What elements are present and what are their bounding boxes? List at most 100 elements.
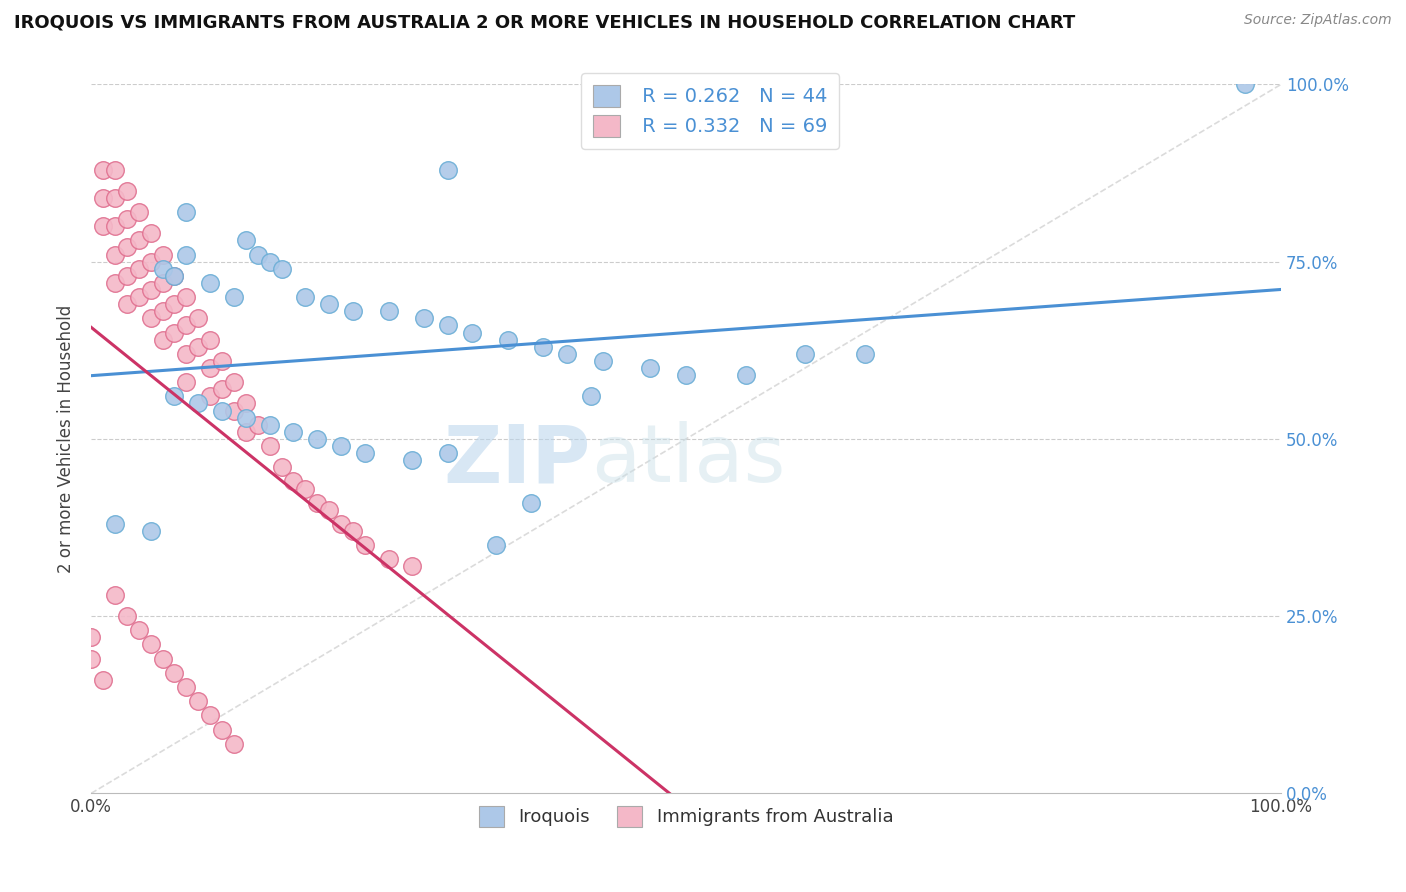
Text: ZIP: ZIP xyxy=(444,421,591,500)
Point xyxy=(579,389,602,403)
Point xyxy=(198,361,221,376)
Point xyxy=(235,234,257,248)
Point xyxy=(176,247,198,261)
Point xyxy=(853,347,876,361)
Point xyxy=(734,368,756,383)
Point xyxy=(187,694,209,708)
Point xyxy=(401,559,423,574)
Point xyxy=(115,268,138,283)
Point xyxy=(235,425,257,439)
Point xyxy=(437,318,460,333)
Point xyxy=(198,276,221,290)
Point xyxy=(139,283,162,297)
Point xyxy=(104,247,127,261)
Point xyxy=(437,162,460,177)
Point xyxy=(187,340,209,354)
Point xyxy=(104,588,127,602)
Point xyxy=(342,524,364,538)
Point xyxy=(163,268,186,283)
Point xyxy=(675,368,697,383)
Point xyxy=(307,496,329,510)
Point xyxy=(152,247,174,261)
Point xyxy=(270,460,292,475)
Point xyxy=(152,261,174,276)
Text: Source: ZipAtlas.com: Source: ZipAtlas.com xyxy=(1244,13,1392,28)
Point xyxy=(104,191,127,205)
Point xyxy=(139,524,162,538)
Point xyxy=(259,254,281,268)
Point xyxy=(139,638,162,652)
Point xyxy=(152,304,174,318)
Point xyxy=(152,333,174,347)
Point xyxy=(128,290,150,304)
Point xyxy=(176,680,198,694)
Point xyxy=(318,503,340,517)
Point xyxy=(531,340,554,354)
Point xyxy=(377,304,399,318)
Point xyxy=(496,333,519,347)
Point xyxy=(176,290,198,304)
Point xyxy=(1234,78,1257,92)
Point xyxy=(485,538,508,552)
Point xyxy=(413,311,436,326)
Point xyxy=(115,609,138,624)
Point xyxy=(128,261,150,276)
Text: IROQUOIS VS IMMIGRANTS FROM AUSTRALIA 2 OR MORE VEHICLES IN HOUSEHOLD CORRELATIO: IROQUOIS VS IMMIGRANTS FROM AUSTRALIA 2 … xyxy=(14,13,1076,31)
Point xyxy=(91,219,114,234)
Point xyxy=(176,205,198,219)
Point xyxy=(307,432,329,446)
Point xyxy=(294,482,316,496)
Point xyxy=(222,375,245,389)
Point xyxy=(139,227,162,241)
Point xyxy=(198,333,221,347)
Point xyxy=(176,347,198,361)
Point xyxy=(520,496,543,510)
Point xyxy=(211,403,233,417)
Point xyxy=(187,396,209,410)
Point xyxy=(198,708,221,723)
Point xyxy=(353,538,375,552)
Text: atlas: atlas xyxy=(591,421,785,500)
Point xyxy=(115,212,138,227)
Point xyxy=(104,219,127,234)
Point xyxy=(80,631,103,645)
Point xyxy=(461,326,484,340)
Point xyxy=(80,651,103,665)
Point xyxy=(198,389,221,403)
Point xyxy=(139,254,162,268)
Point xyxy=(377,552,399,566)
Point xyxy=(294,290,316,304)
Point xyxy=(163,389,186,403)
Point xyxy=(555,347,578,361)
Point xyxy=(91,162,114,177)
Point xyxy=(342,304,364,318)
Point xyxy=(152,651,174,665)
Point xyxy=(104,516,127,531)
Point xyxy=(246,417,269,432)
Point xyxy=(115,240,138,254)
Point xyxy=(270,261,292,276)
Point xyxy=(794,347,817,361)
Point xyxy=(330,439,353,453)
Point xyxy=(187,311,209,326)
Point xyxy=(163,326,186,340)
Point xyxy=(176,318,198,333)
Point xyxy=(104,162,127,177)
Point xyxy=(115,184,138,198)
Point xyxy=(222,403,245,417)
Point xyxy=(259,417,281,432)
Point xyxy=(211,354,233,368)
Point xyxy=(91,673,114,687)
Point xyxy=(283,425,305,439)
Point xyxy=(437,446,460,460)
Point xyxy=(115,297,138,311)
Point xyxy=(91,191,114,205)
Point xyxy=(330,516,353,531)
Point xyxy=(163,665,186,680)
Point xyxy=(128,205,150,219)
Point xyxy=(318,297,340,311)
Point xyxy=(211,382,233,396)
Point xyxy=(353,446,375,460)
Point xyxy=(592,354,614,368)
Point xyxy=(640,361,662,376)
